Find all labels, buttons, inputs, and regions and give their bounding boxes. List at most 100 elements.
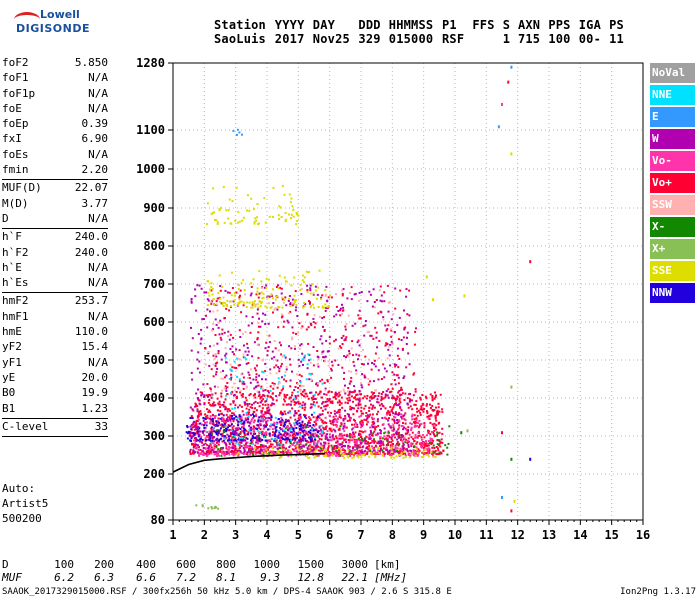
muf-cell: 200 — [94, 558, 114, 571]
y-tick-label: 500 — [143, 353, 165, 367]
y-tick-label: 1280 — [136, 56, 165, 70]
param-name: foEp — [2, 117, 29, 131]
param-row: h`F2 240.0 — [2, 246, 108, 261]
param-row: foF1 N/A — [2, 71, 108, 86]
param-value: N/A — [88, 71, 108, 85]
param-name: fxI — [2, 132, 22, 146]
param-value: 0.39 — [81, 117, 109, 131]
param-value: 33 — [94, 419, 108, 433]
legend-item-ssw: SSW — [650, 195, 695, 215]
param-row: foE N/A — [2, 102, 108, 117]
echo-point — [513, 499, 516, 503]
x-tick-label: 11 — [479, 528, 493, 542]
header-labels-1: YYYY — [274, 18, 305, 32]
header-labels-row: Station YYYY DAY DDD HHMMSS P1 FFS S AXN PPS IGA PS — [214, 18, 632, 32]
header-values-4: 015000 — [388, 32, 434, 46]
x-tick-label: 3 — [232, 528, 239, 542]
param-name: foF2 — [2, 56, 29, 69]
param-value: 3.77 — [81, 196, 109, 210]
param-name: h`F — [2, 230, 22, 244]
param-name: C-level — [2, 419, 49, 433]
param-value: 240.0 — [74, 230, 108, 244]
logo-swoosh — [14, 12, 40, 27]
header-values-2: Nov25 — [312, 32, 350, 46]
param-row: hmF2 253.7 — [2, 294, 108, 309]
echo-point — [510, 457, 513, 461]
param-name: foE — [2, 101, 22, 115]
param-value: 5.850 — [74, 56, 108, 69]
param-value: 240.0 — [74, 245, 108, 259]
param-row: D N/A — [2, 212, 108, 227]
header-labels-7: S — [502, 18, 511, 32]
y-tick-label: 1000 — [136, 162, 165, 176]
muf-cell: 8.1 — [216, 571, 236, 584]
param-value: 22.07 — [74, 181, 108, 195]
header-labels-3: DDD — [358, 18, 381, 32]
param-name: hmF2 — [2, 294, 29, 308]
muf-cell: 3000 — [341, 558, 369, 571]
footer-version: Ion2Png 1.3.17 — [620, 587, 696, 597]
param-row: MUF(D) 22.07 — [2, 181, 108, 196]
header-labels-5: P1 — [441, 18, 457, 32]
param-name: yE — [2, 370, 16, 384]
param-value: N/A — [88, 86, 108, 100]
param-separator — [2, 417, 108, 419]
muf-cell: 9.3 — [260, 571, 280, 584]
legend-item-nnw: NNW — [650, 283, 695, 303]
legend-item-vo-: Vo- — [650, 151, 695, 171]
legend-item-vo-: Vo+ — [650, 173, 695, 193]
param-row: M(D) 3.77 — [2, 197, 108, 212]
param-value: N/A — [88, 101, 108, 115]
echo-point — [460, 431, 463, 435]
param-value: N/A — [88, 211, 108, 225]
lowell-digisonde-logo: Lowell DIGISONDE — [4, 6, 89, 46]
muf-row-muf: MUF 6.2 6.3 6.6 7.2 8.1 9.3 12.8 22.1 [MHz] — [2, 571, 407, 584]
header-values-1: 2017 — [274, 32, 305, 46]
param-row: foF2 5.850 — [2, 56, 108, 71]
echo-point — [463, 294, 466, 298]
x-tick-label: 7 — [357, 528, 364, 542]
legend-item-sse: SSE — [650, 261, 695, 281]
echo-region — [195, 504, 220, 510]
header-labels-9: PPS — [548, 18, 571, 32]
param-name: B0 — [2, 386, 16, 400]
param-name: hmF1 — [2, 309, 29, 323]
x-tick-label: 9 — [420, 528, 427, 542]
x-tick-label: 2 — [201, 528, 208, 542]
header-values-7: 1 — [502, 32, 511, 46]
echo-point — [501, 102, 503, 106]
logo-line1: Lowell — [40, 8, 80, 21]
x-tick-label: 5 — [295, 528, 302, 542]
param-value: 1.23 — [81, 401, 109, 415]
param-separator — [2, 292, 108, 294]
plot-frame — [172, 62, 644, 521]
muf-cell: 6.2 — [54, 571, 74, 584]
auto-code: 500200 — [2, 512, 42, 525]
echo-point — [425, 275, 428, 279]
header-values-row: SaoLuis 2017 Nov25 329 015000 RSF 1 715 100 00- 11 — [214, 32, 632, 46]
param-name: foF1 — [2, 71, 29, 85]
x-tick-label: 4 — [263, 528, 270, 542]
header-block: Station YYYY DAY DDD HHMMSS P1 FFS S AXN PPS IGA PS… — [214, 18, 632, 46]
legend-item-nne: NNE — [650, 85, 695, 105]
x-tick-label: 15 — [604, 528, 618, 542]
legend: NoVal NNE E W Vo- Vo+ SSW X- X+ SSE NNW — [650, 63, 695, 305]
echo-point — [497, 125, 500, 129]
param-row: foEp 0.39 — [2, 117, 108, 132]
muf-row-distance: D 100 200 400 600 800 1000 1500 3000 [km] — [2, 558, 407, 571]
y-tick-label: 300 — [143, 429, 165, 443]
muf-cell: 6.6 — [136, 571, 156, 584]
echo-region — [189, 284, 413, 454]
header-labels-2: DAY — [312, 18, 336, 32]
y-tick-label: 900 — [143, 201, 165, 215]
param-value: N/A — [88, 147, 108, 161]
echo-region — [206, 269, 332, 309]
muf-cell: 600 — [176, 558, 196, 571]
param-value: 15.4 — [81, 340, 109, 354]
muf-cell: 22.1 — [341, 571, 369, 584]
param-row: h`Es N/A — [2, 276, 108, 291]
param-row: foF1p N/A — [2, 87, 108, 102]
header-values-9: 100 — [548, 32, 571, 46]
x-tick-label: 1 — [169, 528, 176, 542]
